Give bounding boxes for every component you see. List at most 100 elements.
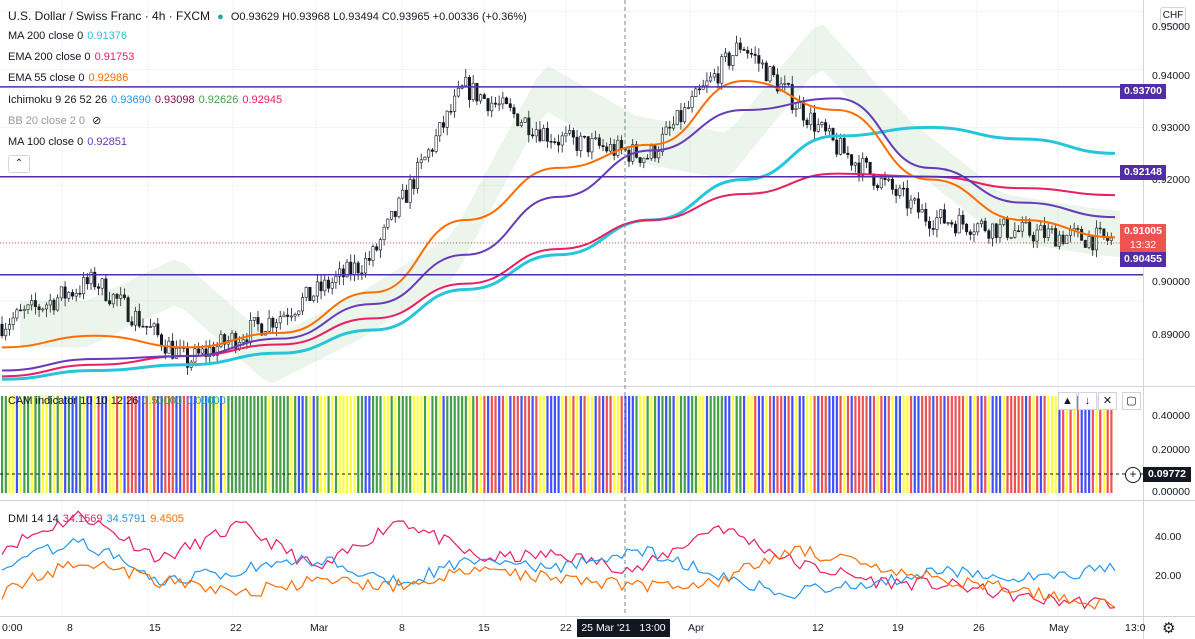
eye-hidden-icon[interactable]: ⊘	[92, 115, 102, 127]
gear-icon[interactable]: ⚙	[1162, 620, 1176, 637]
cam-bar	[331, 396, 334, 493]
cam-bar	[119, 396, 122, 493]
cam-bar	[164, 396, 167, 493]
candle	[293, 314, 297, 317]
plus-icon[interactable]: +	[1125, 467, 1141, 483]
cam-bar	[179, 396, 182, 493]
moving-average-line	[1, 125, 1116, 381]
ichimoku-name: Ichimoku 9 26 52 26	[8, 94, 108, 106]
cam-bar	[668, 396, 671, 493]
cam-bar	[987, 396, 991, 493]
cam-bar	[665, 396, 668, 493]
candle	[738, 42, 742, 50]
cam-bar	[279, 396, 282, 493]
cam-bar	[256, 396, 260, 493]
maximize-pane-button[interactable]: ▢	[1122, 392, 1141, 410]
candle	[950, 222, 954, 225]
cam-bar	[564, 396, 568, 493]
dmi-pane	[1, 510, 1116, 610]
candle	[1017, 230, 1021, 233]
candle	[122, 294, 126, 298]
cam-bar	[364, 396, 367, 493]
ema55-legend[interactable]: EMA 55 close 0 0.92986	[8, 71, 132, 85]
cam-bar	[650, 396, 653, 493]
candle	[252, 317, 256, 321]
candle	[545, 128, 549, 142]
cam-tick: 0.00000	[1152, 486, 1190, 498]
cam-bar	[602, 396, 605, 493]
candle	[816, 124, 820, 132]
move-up-button[interactable]: ▲	[1058, 392, 1077, 410]
cam-bar	[71, 396, 74, 493]
cam-bar	[883, 396, 887, 493]
cam-bar	[813, 396, 816, 493]
move-down-button[interactable]: ↓	[1078, 392, 1097, 410]
candle	[67, 292, 71, 299]
cam-bar	[82, 396, 85, 493]
cam-bar	[320, 396, 323, 493]
candle	[527, 117, 531, 136]
cam-bar	[757, 396, 761, 493]
ma200-legend[interactable]: MA 200 close 0 0.91376	[8, 29, 131, 43]
candle	[245, 339, 249, 342]
close-pane-button[interactable]: ✕	[1098, 392, 1117, 410]
cam-bar	[846, 396, 850, 493]
candle	[278, 316, 282, 324]
time-label: 12	[812, 622, 824, 634]
cam-bar	[442, 396, 445, 493]
candle	[664, 126, 668, 135]
ichimoku-legend[interactable]: Ichimoku 9 26 52 26 0.93690 0.93098 0.92626…	[8, 93, 286, 107]
candle	[1024, 221, 1028, 224]
cam-bar	[338, 396, 341, 493]
cam-bar	[880, 396, 883, 493]
candle	[794, 107, 798, 110]
cam-bar	[594, 396, 597, 493]
cam-bar	[312, 396, 315, 493]
cam-bar	[1058, 396, 1061, 493]
candle	[961, 214, 965, 225]
candle	[93, 271, 97, 288]
cam-bar	[316, 396, 319, 493]
cam-bar	[375, 396, 378, 493]
symbol-title[interactable]: U.S. Dollar / Swiss Franc · 4h · FXCM	[8, 9, 211, 23]
cam-bar	[141, 396, 145, 493]
time-label: 22	[560, 622, 572, 634]
candle	[41, 308, 45, 311]
cam-bar	[212, 396, 215, 493]
candle	[308, 286, 312, 301]
candle	[913, 198, 917, 201]
candle	[608, 144, 612, 152]
cam-bar	[1062, 396, 1065, 493]
cam-bar	[182, 396, 185, 493]
currency-badge[interactable]: CHF	[1160, 7, 1186, 25]
price-pane	[0, 24, 1143, 384]
cam-bar	[605, 396, 608, 493]
dmi-legend[interactable]: DMI 14 14 34.1569 34.5791 9.4505	[8, 512, 188, 526]
cam-tick: 0.20000	[1152, 444, 1190, 456]
cam-bar	[116, 396, 119, 493]
candle	[126, 297, 130, 322]
candle	[638, 157, 642, 163]
cam-legend[interactable]: CAM indicator 10 10 12 26 0.50000 0.00000	[8, 394, 230, 408]
candle	[582, 135, 586, 138]
candle	[1050, 228, 1054, 230]
cam-bar	[108, 396, 111, 493]
candle	[931, 228, 935, 230]
cam-bar	[553, 396, 556, 493]
candle	[85, 277, 89, 285]
cam-bar	[405, 396, 408, 493]
chevron-up-icon[interactable]: ⌃	[8, 155, 30, 173]
candle	[282, 314, 286, 318]
cam-bar	[817, 396, 820, 493]
cam-bar	[768, 396, 772, 493]
candle	[1002, 218, 1006, 225]
ma100-legend[interactable]: MA 100 close 0 0.92851	[8, 135, 131, 149]
ema200-legend[interactable]: EMA 200 close 0 0.91753	[8, 50, 138, 64]
cam-bar	[449, 396, 453, 493]
candle	[271, 317, 275, 328]
cam-bar	[156, 396, 160, 493]
candle	[653, 145, 657, 159]
bb-legend[interactable]: BB 20 close 2 0 ⊘	[8, 114, 105, 128]
price-tick: 0.89000	[1152, 329, 1190, 341]
